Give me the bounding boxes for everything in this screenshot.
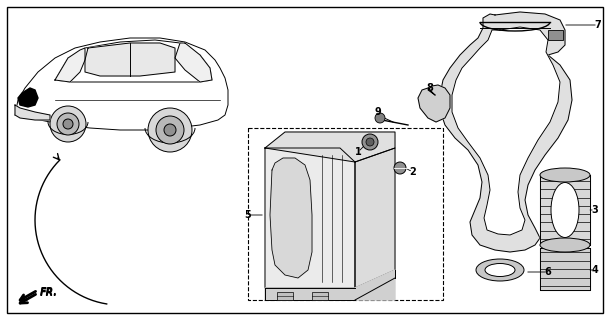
Ellipse shape <box>540 168 590 182</box>
Polygon shape <box>15 38 228 130</box>
Text: 5: 5 <box>245 210 251 220</box>
Circle shape <box>50 106 86 142</box>
Polygon shape <box>355 148 395 288</box>
Ellipse shape <box>485 263 515 276</box>
Ellipse shape <box>551 182 579 237</box>
Polygon shape <box>175 43 212 82</box>
Text: 6: 6 <box>545 267 551 277</box>
Text: 7: 7 <box>595 20 601 30</box>
Circle shape <box>366 138 374 146</box>
Polygon shape <box>265 132 395 162</box>
Circle shape <box>57 113 79 135</box>
Polygon shape <box>85 43 175 76</box>
Text: FR.: FR. <box>40 287 58 297</box>
Polygon shape <box>440 12 572 252</box>
Circle shape <box>164 124 176 136</box>
Bar <box>277 292 293 300</box>
Bar <box>248 128 443 300</box>
Circle shape <box>63 119 73 129</box>
Circle shape <box>362 134 378 150</box>
Circle shape <box>375 113 385 123</box>
Bar <box>548 30 563 40</box>
Circle shape <box>148 108 192 152</box>
Ellipse shape <box>540 238 590 252</box>
Text: 2: 2 <box>410 167 417 177</box>
Circle shape <box>156 116 184 144</box>
Circle shape <box>394 162 406 174</box>
Polygon shape <box>270 158 312 278</box>
Polygon shape <box>265 148 355 288</box>
Polygon shape <box>418 85 450 122</box>
Polygon shape <box>55 40 212 82</box>
Text: 1: 1 <box>354 147 361 157</box>
Polygon shape <box>452 27 560 235</box>
Polygon shape <box>540 248 590 290</box>
Text: 9: 9 <box>375 107 381 117</box>
Text: 8: 8 <box>426 83 434 93</box>
Polygon shape <box>540 175 590 245</box>
Ellipse shape <box>476 259 524 281</box>
Polygon shape <box>15 105 50 120</box>
Polygon shape <box>55 48 85 82</box>
Bar <box>312 292 328 300</box>
Text: 3: 3 <box>592 205 598 215</box>
Text: FR.: FR. <box>40 288 58 298</box>
Polygon shape <box>265 270 395 300</box>
Polygon shape <box>18 88 38 107</box>
Text: 4: 4 <box>592 265 598 275</box>
